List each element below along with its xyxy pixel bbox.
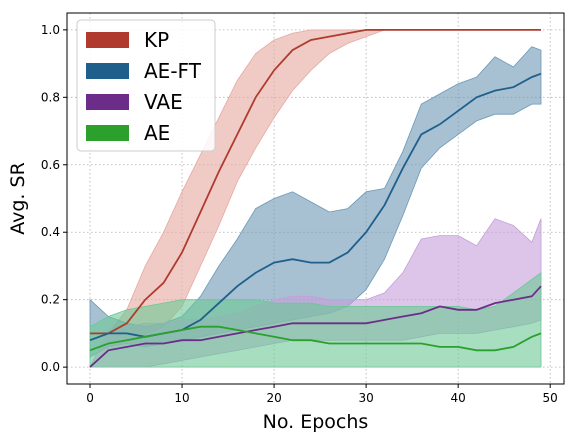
- y-tick-label: 0.2: [41, 293, 60, 307]
- legend: KP AE-FT VAE AE: [76, 19, 216, 152]
- x-tick-label: 20: [266, 391, 281, 405]
- legend-label-vae: VAE: [144, 90, 183, 114]
- y-axis-label: Avg. SR: [7, 162, 29, 235]
- kp-line: [90, 28, 541, 335]
- x-tick-label: 10: [174, 391, 189, 405]
- legend-swatch-ae: [86, 125, 129, 141]
- y-tick-label: 1.0: [41, 23, 60, 37]
- y-tick-label: 0.6: [41, 158, 60, 172]
- legend-label-ae: AE: [144, 121, 170, 145]
- legend-swatch-vae: [86, 94, 129, 110]
- legend-swatch-ae-ft: [86, 63, 129, 79]
- legend-label-ae-ft: AE-FT: [144, 59, 202, 83]
- ae-band: [89, 271, 542, 368]
- x-axis-label: No. Epochs: [263, 411, 369, 433]
- x-tick-label: 40: [451, 391, 466, 405]
- y-tick-label: 0.8: [41, 90, 60, 104]
- y-tick-label: 0.4: [41, 225, 60, 239]
- confidence-bands: [89, 29, 542, 368]
- legend-swatch-kp: [86, 32, 129, 48]
- kp-band: [90, 29, 541, 334]
- legend-box: [76, 19, 216, 152]
- x-tick-label: 0: [86, 391, 94, 405]
- vae-line: [89, 285, 542, 368]
- series-lines: [89, 28, 542, 368]
- ae-line: [89, 325, 542, 352]
- axis-ticks: 0 10 20 30 40 50 0.0 0.2 0.4 0.6 0.8 1.0: [41, 23, 558, 405]
- x-tick-label: 50: [543, 391, 558, 405]
- plot-frame: [66, 12, 565, 385]
- y-tick-label: 0.0: [41, 360, 60, 374]
- legend-label-kp: KP: [144, 28, 169, 52]
- x-tick-label: 30: [358, 391, 373, 405]
